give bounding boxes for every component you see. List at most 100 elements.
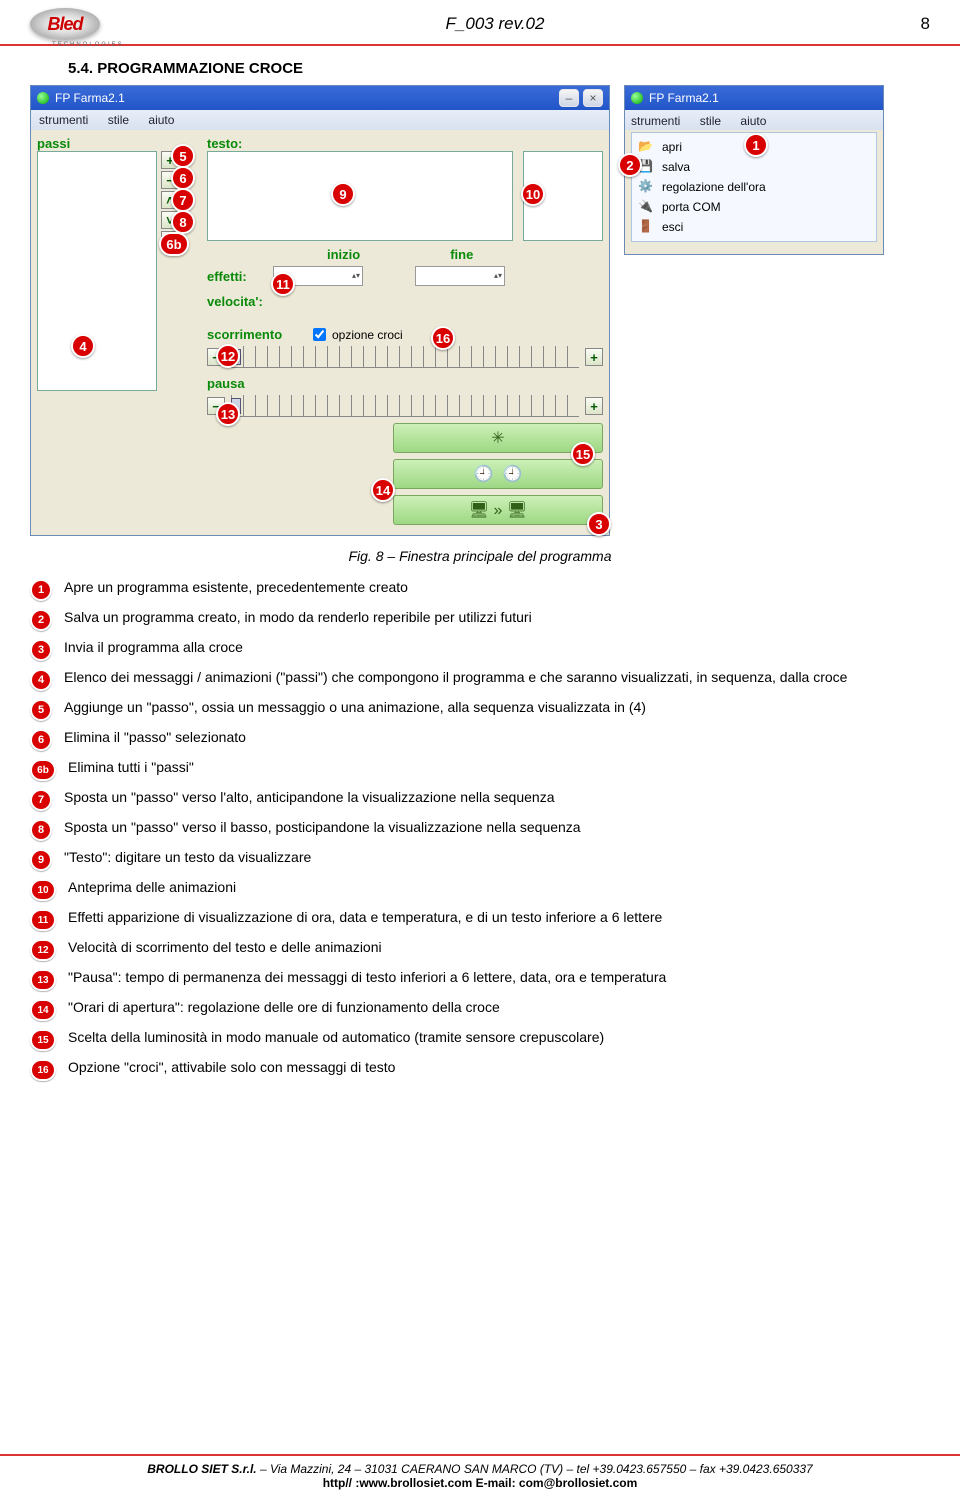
desc-badge: 5 xyxy=(30,699,52,721)
callout-6: 6 xyxy=(171,166,195,190)
logo: Bled TECHNOLOGIES xyxy=(30,8,100,40)
send-button[interactable]: 🖥 » 🖥 xyxy=(393,495,603,525)
status-dot-icon xyxy=(631,92,643,104)
speed-plus-button[interactable]: + xyxy=(585,348,603,366)
passi-listbox[interactable] xyxy=(37,151,157,391)
logo-text: Bled xyxy=(47,14,82,35)
callout-12: 12 xyxy=(216,344,240,368)
figure-caption: Fig. 8 – Finestra principale del program… xyxy=(30,548,930,564)
desc-text: Aggiunge un "passo", ossia un messaggio … xyxy=(64,698,646,717)
inizio-label: inizio xyxy=(327,247,360,262)
menu-strumenti[interactable]: strumenti xyxy=(39,113,88,127)
minimize-button[interactable]: – xyxy=(559,89,579,107)
velocita-label: velocita': xyxy=(207,294,603,309)
page-number: 8 xyxy=(890,14,930,34)
desc-text: Scelta della luminosità in modo manuale … xyxy=(68,1028,604,1047)
section-num: 5.4. xyxy=(68,60,93,77)
desc-badge: 16 xyxy=(30,1059,56,1081)
footer-company: BROLLO SIET S.r.l. xyxy=(147,1462,256,1476)
menu-item-salva[interactable]: 💾salva xyxy=(638,157,870,177)
window-title: FP Farma2.1 xyxy=(55,91,125,105)
desc-row: 9 "Testo": digitare un testo da visualizz… xyxy=(30,848,930,871)
scorrimento-label: scorrimento xyxy=(207,327,307,342)
doc-code: F_003 rev.02 xyxy=(100,14,890,34)
desc-text: Opzione "croci", attivabile solo con mes… xyxy=(68,1058,395,1077)
callout-16: 16 xyxy=(431,326,455,350)
desc-row: 8Sposta un "passo" verso il basso, posti… xyxy=(30,818,930,841)
fine-label: fine xyxy=(450,247,473,262)
effetti-fine-spinner[interactable] xyxy=(415,266,505,286)
close-button[interactable]: × xyxy=(583,89,603,107)
desc-badge: 13 xyxy=(30,969,56,991)
desc-badge: 7 xyxy=(30,789,52,811)
menu-popup-window: FP Farma2.1 strumenti stile aiuto 📂apri … xyxy=(624,85,884,255)
desc-row: 1Apre un programma esistente, precedente… xyxy=(30,578,930,601)
callout-13: 13 xyxy=(216,402,240,426)
menu-stile[interactable]: stile xyxy=(700,114,721,128)
section-name: PROGRAMMAZIONE CROCE xyxy=(97,60,303,77)
description-table: 1Apre un programma esistente, precedente… xyxy=(30,578,930,1081)
desc-text: Invia il programma alla croce xyxy=(64,638,243,657)
titlebar: FP Farma2.1 – × xyxy=(31,86,609,110)
desc-row: 6b Elimina tutti i "passi" xyxy=(30,758,930,781)
desc-badge: 6 xyxy=(30,729,52,751)
callout-14: 14 xyxy=(371,478,395,502)
menu-item-porta[interactable]: 🔌porta COM xyxy=(638,197,870,217)
menu-aiuto[interactable]: aiuto xyxy=(740,114,766,128)
desc-badge: 10 xyxy=(30,879,56,901)
section-title: 5.4. PROGRAMMAZIONE CROCE xyxy=(68,60,960,77)
small-titlebar: FP Farma2.1 xyxy=(625,86,883,110)
desc-row: 4Elenco dei messaggi / animazioni ("pass… xyxy=(30,668,930,691)
clock-icon: 🕘 xyxy=(502,464,522,484)
desc-row: 12Velocità di scorrimento del testo e de… xyxy=(30,938,930,961)
desc-text: Elimina tutti i "passi" xyxy=(68,758,194,777)
clock-icon: ⚙️ xyxy=(638,179,654,195)
speed-slider[interactable] xyxy=(231,346,579,368)
desc-text: "Testo": digitare un testo da visualizza… xyxy=(64,848,311,867)
opzione-croci-checkbox[interactable] xyxy=(313,328,326,341)
clock-icon: 🕘 xyxy=(474,464,494,484)
callout-5: 5 xyxy=(171,144,195,168)
menu-item-regolazione[interactable]: ⚙️regolazione dell'ora xyxy=(638,177,870,197)
desc-badge: 6b xyxy=(30,759,56,781)
desc-badge: 8 xyxy=(30,819,52,841)
menu-item-esci[interactable]: 🚪esci xyxy=(638,217,870,237)
status-dot-icon xyxy=(37,92,49,104)
desc-row: 15Scelta della luminosità in modo manual… xyxy=(30,1028,930,1051)
port-icon: 🔌 xyxy=(638,199,654,215)
desc-row: 13 "Pausa": tempo di permanenza dei messa… xyxy=(30,968,930,991)
pause-plus-button[interactable]: + xyxy=(585,397,603,415)
callout-1: 1 xyxy=(744,133,768,157)
page-footer: BROLLO SIET S.r.l. – Via Mazzini, 24 – 3… xyxy=(0,1454,960,1490)
content-area: FP Farma2.1 – × strumenti stile aiuto pa… xyxy=(0,85,960,564)
callout-4: 4 xyxy=(71,334,95,358)
desc-row: 6Elimina il "passo" selezionato xyxy=(30,728,930,751)
logo-subtext: TECHNOLOGIES xyxy=(52,42,124,48)
desc-badge: 1 xyxy=(30,579,52,601)
small-menubar[interactable]: strumenti stile aiuto xyxy=(625,110,883,130)
menubar[interactable]: strumenti stile aiuto xyxy=(31,110,609,130)
desc-row: 5 Aggiunge un "passo", ossia un messaggio… xyxy=(30,698,930,721)
callout-11: 11 xyxy=(271,272,295,296)
desc-text: Effetti apparizione di visualizzazione d… xyxy=(68,908,662,927)
pause-slider[interactable] xyxy=(231,395,579,417)
testo-textarea[interactable] xyxy=(207,151,513,241)
callout-7: 7 xyxy=(171,188,195,212)
desc-badge: 9 xyxy=(30,849,52,871)
callout-3: 3 xyxy=(587,512,611,536)
desc-text: "Orari di apertura": regolazione delle o… xyxy=(68,998,500,1017)
menu-aiuto[interactable]: aiuto xyxy=(148,113,174,127)
menu-strumenti[interactable]: strumenti xyxy=(631,114,680,128)
pausa-label: pausa xyxy=(207,376,603,391)
menu-stile[interactable]: stile xyxy=(108,113,129,127)
schedule-button[interactable]: 🕘 🕘 xyxy=(393,459,603,489)
callout-8: 8 xyxy=(171,210,195,234)
desc-row: 7Sposta un "passo" verso l'alto, anticip… xyxy=(30,788,930,811)
desc-text: "Pausa": tempo di permanenza dei messagg… xyxy=(68,968,666,987)
desc-badge: 2 xyxy=(30,609,52,631)
footer-address: – Via Mazzini, 24 – 31031 CAERANO SAN MA… xyxy=(257,1462,813,1476)
desc-badge: 11 xyxy=(30,909,56,931)
small-window-title: FP Farma2.1 xyxy=(649,91,719,105)
desc-badge: 14 xyxy=(30,999,56,1021)
desc-badge: 3 xyxy=(30,639,52,661)
